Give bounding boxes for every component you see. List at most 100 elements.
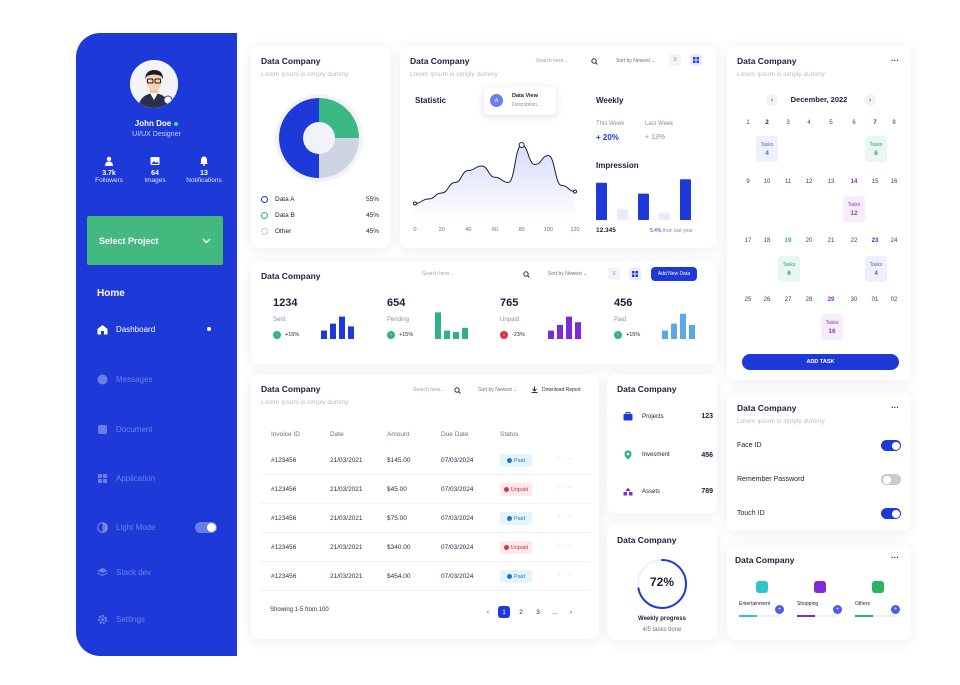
- investment-row[interactable]: Invesment 456: [623, 450, 713, 460]
- status-bar[interactable]: [689, 325, 695, 339]
- calendar-day[interactable]: 18: [763, 238, 771, 244]
- calendar-day[interactable]: 25: [744, 297, 752, 303]
- view-icon[interactable]: ◌: [557, 456, 562, 462]
- more-icon[interactable]: ···: [891, 56, 899, 65]
- category-entertainment[interactable]: Entertainment +: [737, 581, 787, 617]
- status-bar[interactable]: [566, 316, 572, 339]
- category-shopping[interactable]: Shopping +: [795, 581, 845, 617]
- table-row[interactable]: #123456 21/03/2021 $45.00 07/03/2024 Unpaid ◌…: [261, 475, 591, 504]
- calendar-day[interactable]: 3: [786, 120, 790, 126]
- more-icon[interactable]: ···: [891, 403, 899, 412]
- impression-bar[interactable]: [659, 212, 670, 220]
- list-view-button[interactable]: ≡: [669, 54, 681, 66]
- row-actions[interactable]: ◌ ···: [557, 514, 573, 520]
- calendar-day[interactable]: 1: [746, 120, 750, 126]
- more-icon[interactable]: ···: [564, 456, 574, 462]
- setting-toggle[interactable]: [881, 474, 901, 485]
- pagination-prev[interactable]: ‹: [486, 608, 490, 616]
- status-bar[interactable]: [339, 316, 345, 339]
- donut-slice-b[interactable]: [319, 98, 359, 138]
- prev-month-button[interactable]: ‹: [766, 94, 778, 106]
- pagination-page-3[interactable]: 3: [536, 608, 540, 616]
- status-bar[interactable]: [435, 312, 441, 339]
- table-row[interactable]: #123456 21/03/2021 $340.00 07/03/2024 Unpaid…: [261, 533, 591, 562]
- table-row[interactable]: #123456 21/03/2021 $75.00 07/03/2024 Paid ◌ ·…: [261, 504, 591, 533]
- task-chip[interactable]: Tasks 4: [756, 136, 778, 162]
- task-chip[interactable]: Tasks 6: [865, 136, 887, 162]
- row-actions[interactable]: ◌ ···: [557, 456, 573, 462]
- add-task-button[interactable]: ADD TASK: [742, 354, 899, 370]
- calendar-day[interactable]: 6: [852, 120, 856, 126]
- calendar-day[interactable]: 7: [873, 120, 877, 126]
- status-bar[interactable]: [444, 330, 450, 339]
- calendar-day[interactable]: 30: [850, 297, 858, 303]
- status-bar[interactable]: [453, 332, 459, 339]
- calendar-day[interactable]: 01: [871, 297, 879, 303]
- sidebar-item-messages[interactable]: Messages: [97, 372, 217, 386]
- status-item-pending[interactable]: 654 Pending ↑ +15%: [387, 297, 487, 339]
- add-icon[interactable]: +: [891, 605, 900, 614]
- status-bar[interactable]: [548, 330, 554, 339]
- column-header-status[interactable]: Status: [500, 431, 519, 438]
- status-bar[interactable]: [321, 330, 327, 339]
- select-project-dropdown[interactable]: Select Project: [87, 216, 223, 265]
- status-bar[interactable]: [462, 327, 468, 339]
- sort-dropdown[interactable]: Sort by Newest ⌄: [548, 271, 588, 277]
- sidebar-item-settings[interactable]: Settings: [97, 612, 217, 626]
- sidebar-item-dashboard[interactable]: Dashboard: [97, 322, 217, 336]
- row-actions[interactable]: ◌ ···: [557, 485, 573, 491]
- impression-bar[interactable]: [638, 193, 649, 220]
- view-icon[interactable]: ◌: [557, 485, 562, 491]
- add-icon[interactable]: +: [833, 605, 842, 614]
- column-header-amount[interactable]: Amount: [387, 431, 410, 438]
- search-input[interactable]: Search here...: [536, 55, 598, 67]
- impression-bar[interactable]: [680, 202, 691, 220]
- view-icon[interactable]: ◌: [557, 572, 562, 578]
- add-new-data-button[interactable]: Add New Data: [651, 267, 697, 281]
- task-chip[interactable]: Tasks 4: [865, 256, 887, 282]
- calendar-day[interactable]: 5: [829, 120, 833, 126]
- calendar-day[interactable]: 10: [763, 179, 771, 185]
- status-item-unpaid[interactable]: 765 Unpaid ↓ -23%: [500, 297, 600, 339]
- search-input[interactable]: Search here...: [413, 384, 461, 396]
- status-bar[interactable]: [575, 322, 581, 339]
- calendar-day[interactable]: 22: [850, 238, 858, 244]
- task-chip[interactable]: Tasks 16: [821, 314, 843, 340]
- column-header-date[interactable]: Date: [330, 431, 344, 438]
- pagination-page-2[interactable]: 2: [519, 608, 523, 616]
- calendar-day[interactable]: 26: [763, 297, 771, 303]
- line-chart-point[interactable]: [518, 142, 525, 148]
- sort-dropdown[interactable]: Sort by Newest ⌄: [616, 58, 656, 64]
- more-icon[interactable]: ···: [564, 543, 574, 549]
- more-icon[interactable]: ···: [564, 572, 574, 578]
- calendar-day[interactable]: 23: [871, 238, 879, 244]
- setting-toggle[interactable]: [881, 440, 901, 451]
- impression-bar[interactable]: [617, 209, 628, 220]
- projects-row[interactable]: Projects 123: [623, 412, 713, 421]
- list-view-button[interactable]: ≡: [608, 268, 620, 280]
- pagination-next[interactable]: ›: [569, 608, 573, 616]
- next-month-button[interactable]: ›: [864, 94, 876, 106]
- calendar-day[interactable]: 19: [784, 238, 792, 244]
- calendar-day[interactable]: 14: [850, 179, 858, 185]
- calendar-day[interactable]: 2: [765, 120, 769, 126]
- calendar-day[interactable]: 27: [784, 297, 792, 303]
- light-mode-toggle[interactable]: [195, 521, 217, 533]
- calendar-day[interactable]: 11: [784, 179, 792, 185]
- stat-notifications[interactable]: 13 Notifications: [176, 156, 232, 184]
- line-chart-point[interactable]: [413, 201, 417, 206]
- table-row[interactable]: #123456 21/03/2021 $145.00 07/03/2024 Paid ◌ …: [261, 446, 591, 475]
- calendar-day[interactable]: 15: [871, 179, 879, 185]
- calendar-day[interactable]: 16: [890, 179, 898, 185]
- column-header-due-date[interactable]: Due Date: [441, 431, 469, 438]
- calendar-day[interactable]: 28: [805, 297, 813, 303]
- search-input[interactable]: Search here...: [422, 268, 530, 280]
- add-icon[interactable]: +: [775, 605, 784, 614]
- calendar-day[interactable]: 13: [827, 179, 835, 185]
- column-header-invoice-id[interactable]: Invoice ID: [271, 431, 300, 438]
- avatar[interactable]: [130, 60, 178, 108]
- stat-followers[interactable]: 3.7k Followers: [84, 156, 134, 184]
- line-chart-point[interactable]: [573, 189, 577, 194]
- sidebar-item-application[interactable]: Application: [97, 471, 217, 485]
- more-icon[interactable]: ···: [564, 485, 574, 491]
